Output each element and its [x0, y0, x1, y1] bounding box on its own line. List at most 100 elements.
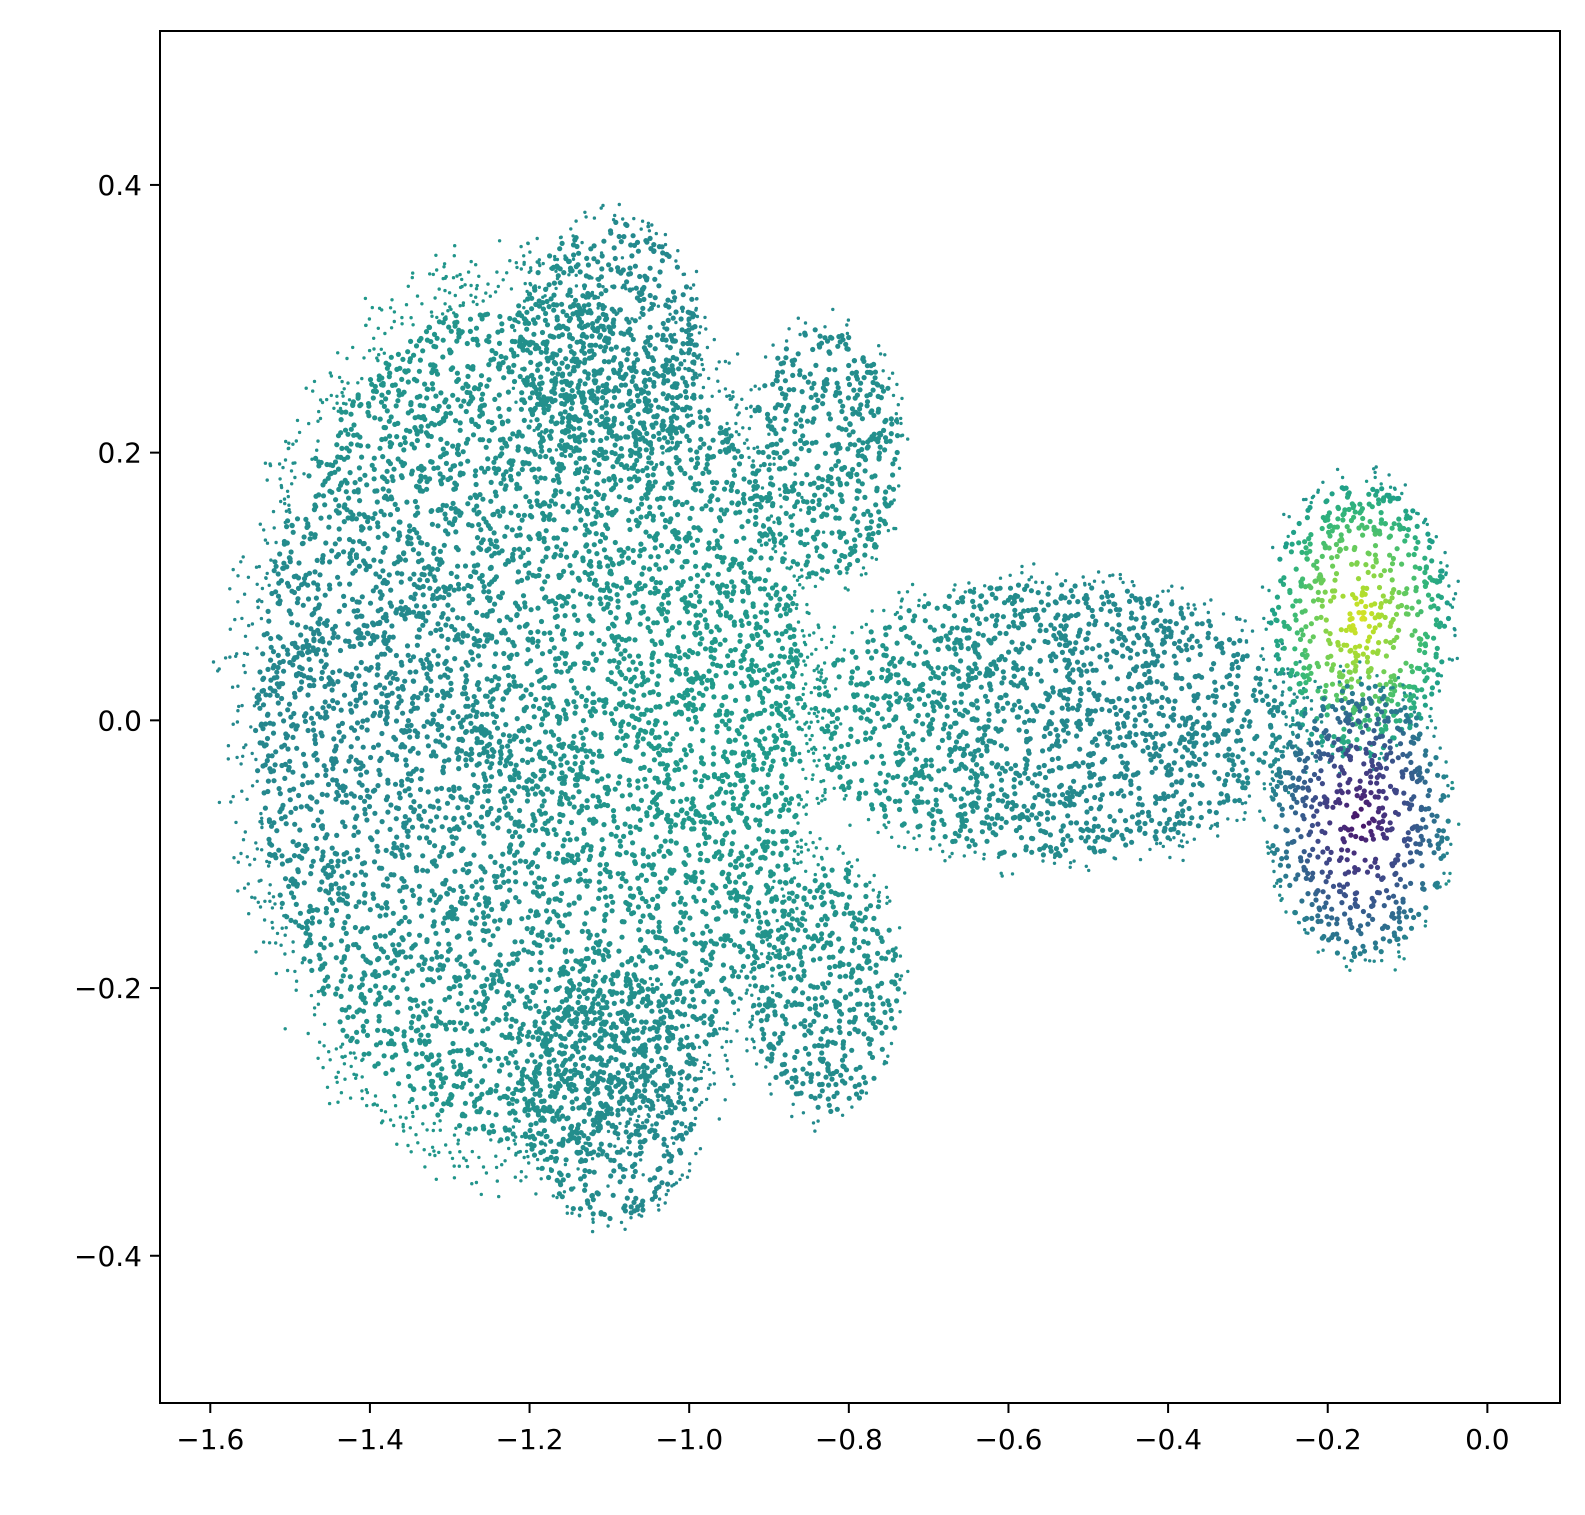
- scatter-point-4406: [725, 759, 731, 765]
- scatter-point-4717: [665, 1072, 671, 1078]
- scatter-point-2539: [528, 966, 534, 973]
- scatter-point-4672: [709, 955, 715, 961]
- scatter-point-1531: [250, 622, 255, 626]
- scatter-point-94: [382, 984, 388, 991]
- scatter-point-4273: [620, 256, 625, 260]
- scatter-point-1996: [731, 584, 737, 590]
- scatter-point-2905: [478, 373, 485, 379]
- scatter-point-4869: [268, 635, 274, 642]
- scatter-point-480: [448, 687, 454, 693]
- scatter-point-2790: [364, 925, 370, 931]
- scatter-point-3702: [629, 852, 636, 858]
- scatter-point-2877: [484, 1171, 489, 1175]
- scatter-point-881: [271, 662, 277, 669]
- scatter-point-2030: [556, 736, 562, 743]
- scatter-point-4965: [483, 903, 489, 909]
- scatter-point-3327: [566, 491, 572, 497]
- scatter-point-2429: [274, 941, 278, 945]
- scatter-point-3028: [707, 1016, 713, 1022]
- scatter-point-3534: [718, 425, 724, 431]
- scatter-point-4688: [603, 523, 609, 529]
- scatter-point-1925: [468, 1091, 474, 1097]
- scatter-point-2274: [264, 735, 271, 742]
- scatter-point-2776: [758, 555, 764, 561]
- scatter-point-4875: [343, 409, 349, 415]
- scatter-point-2285: [329, 393, 333, 398]
- scatter-point-4277: [378, 709, 384, 716]
- scatter-point-4361: [428, 687, 434, 694]
- scatter-point-990: [417, 932, 423, 938]
- scatter-point-1673: [551, 909, 557, 915]
- scatter-point-3653: [782, 585, 788, 591]
- scatter-point-4408: [353, 629, 359, 635]
- scatter-point-2098: [506, 733, 512, 739]
- scatter-point-2087: [287, 797, 293, 803]
- scatter-point-4880: [386, 671, 392, 677]
- scatter-point-4044: [454, 615, 461, 621]
- scatter-point-605: [583, 910, 590, 916]
- scatter-point-4067: [647, 805, 653, 811]
- scatter-point-1379: [714, 723, 720, 730]
- scatter-point-3722: [675, 975, 681, 981]
- scatter-point-2850: [547, 648, 553, 655]
- scatter-point-4656: [769, 711, 775, 717]
- scatter-point-4801: [704, 857, 710, 864]
- scatter-point-549: [686, 422, 692, 428]
- scatter-point-1414: [564, 600, 570, 606]
- scatter-point-4610: [337, 1019, 343, 1025]
- scatter-point-1452: [694, 1033, 700, 1039]
- scatter-point-2094: [575, 617, 581, 623]
- scatter-point-3499: [255, 779, 259, 783]
- scatter-point-2726: [649, 655, 655, 661]
- scatter-point-4414: [572, 754, 578, 760]
- scatter-point-3057: [499, 707, 506, 713]
- scatter-point-1174: [725, 421, 729, 426]
- scatter-point-2962: [497, 239, 502, 243]
- scatter-point-727: [816, 863, 820, 867]
- scatter-point-4856: [570, 503, 577, 509]
- scatter-point-4045: [572, 553, 578, 559]
- scatter-point-4390: [623, 982, 629, 989]
- scatter-point-4394: [315, 586, 321, 592]
- scatter-point-3152: [788, 796, 795, 802]
- scatter-point-4777: [505, 637, 511, 643]
- scatter-point-4084: [613, 706, 619, 712]
- scatter-point-2949: [379, 347, 383, 351]
- scatter-point-696: [357, 498, 363, 504]
- scatter-point-3093: [601, 478, 607, 484]
- scatter-point-1337: [403, 762, 409, 768]
- scatter-point-1130: [609, 908, 615, 914]
- scatter-point-3615: [804, 842, 808, 846]
- scatter-point-2600: [545, 573, 551, 579]
- scatter-point-1240: [450, 392, 456, 398]
- scatter-point-25: [340, 819, 346, 825]
- scatter-point-1940: [490, 1020, 496, 1026]
- scatter-point-3946: [242, 651, 247, 656]
- scatter-point-397: [729, 710, 735, 716]
- scatter-point-3090: [447, 828, 453, 834]
- scatter-point-1065: [341, 692, 348, 698]
- scatter-point-133: [757, 866, 764, 872]
- scatter-point-3811: [348, 411, 354, 417]
- scatter-point-2620: [523, 687, 529, 693]
- scatter-point-1665: [507, 1146, 511, 1151]
- scatter-point-239: [559, 419, 565, 425]
- scatter-point-4659: [590, 945, 597, 951]
- scatter-point-4470: [319, 791, 325, 798]
- scatter-point-2485: [481, 983, 488, 989]
- scatter-point-4377: [394, 506, 401, 512]
- scatter-point-4301: [527, 724, 533, 731]
- scatter-point-2867: [329, 374, 334, 378]
- scatter-point-3987: [798, 652, 804, 658]
- scatter-point-2313: [326, 514, 332, 520]
- scatter-point-2970: [620, 1063, 626, 1069]
- scatter-point-1152: [744, 789, 750, 795]
- scatter-point-1725: [719, 821, 725, 827]
- scatter-point-3697: [411, 807, 418, 813]
- scatter-point-331: [772, 520, 776, 524]
- scatter-point-4859: [512, 1110, 518, 1116]
- scatter-point-3153: [665, 701, 671, 707]
- scatter-point-4221: [394, 965, 400, 972]
- scatter-point-4267: [611, 1000, 617, 1007]
- scatter-point-2412: [383, 912, 389, 918]
